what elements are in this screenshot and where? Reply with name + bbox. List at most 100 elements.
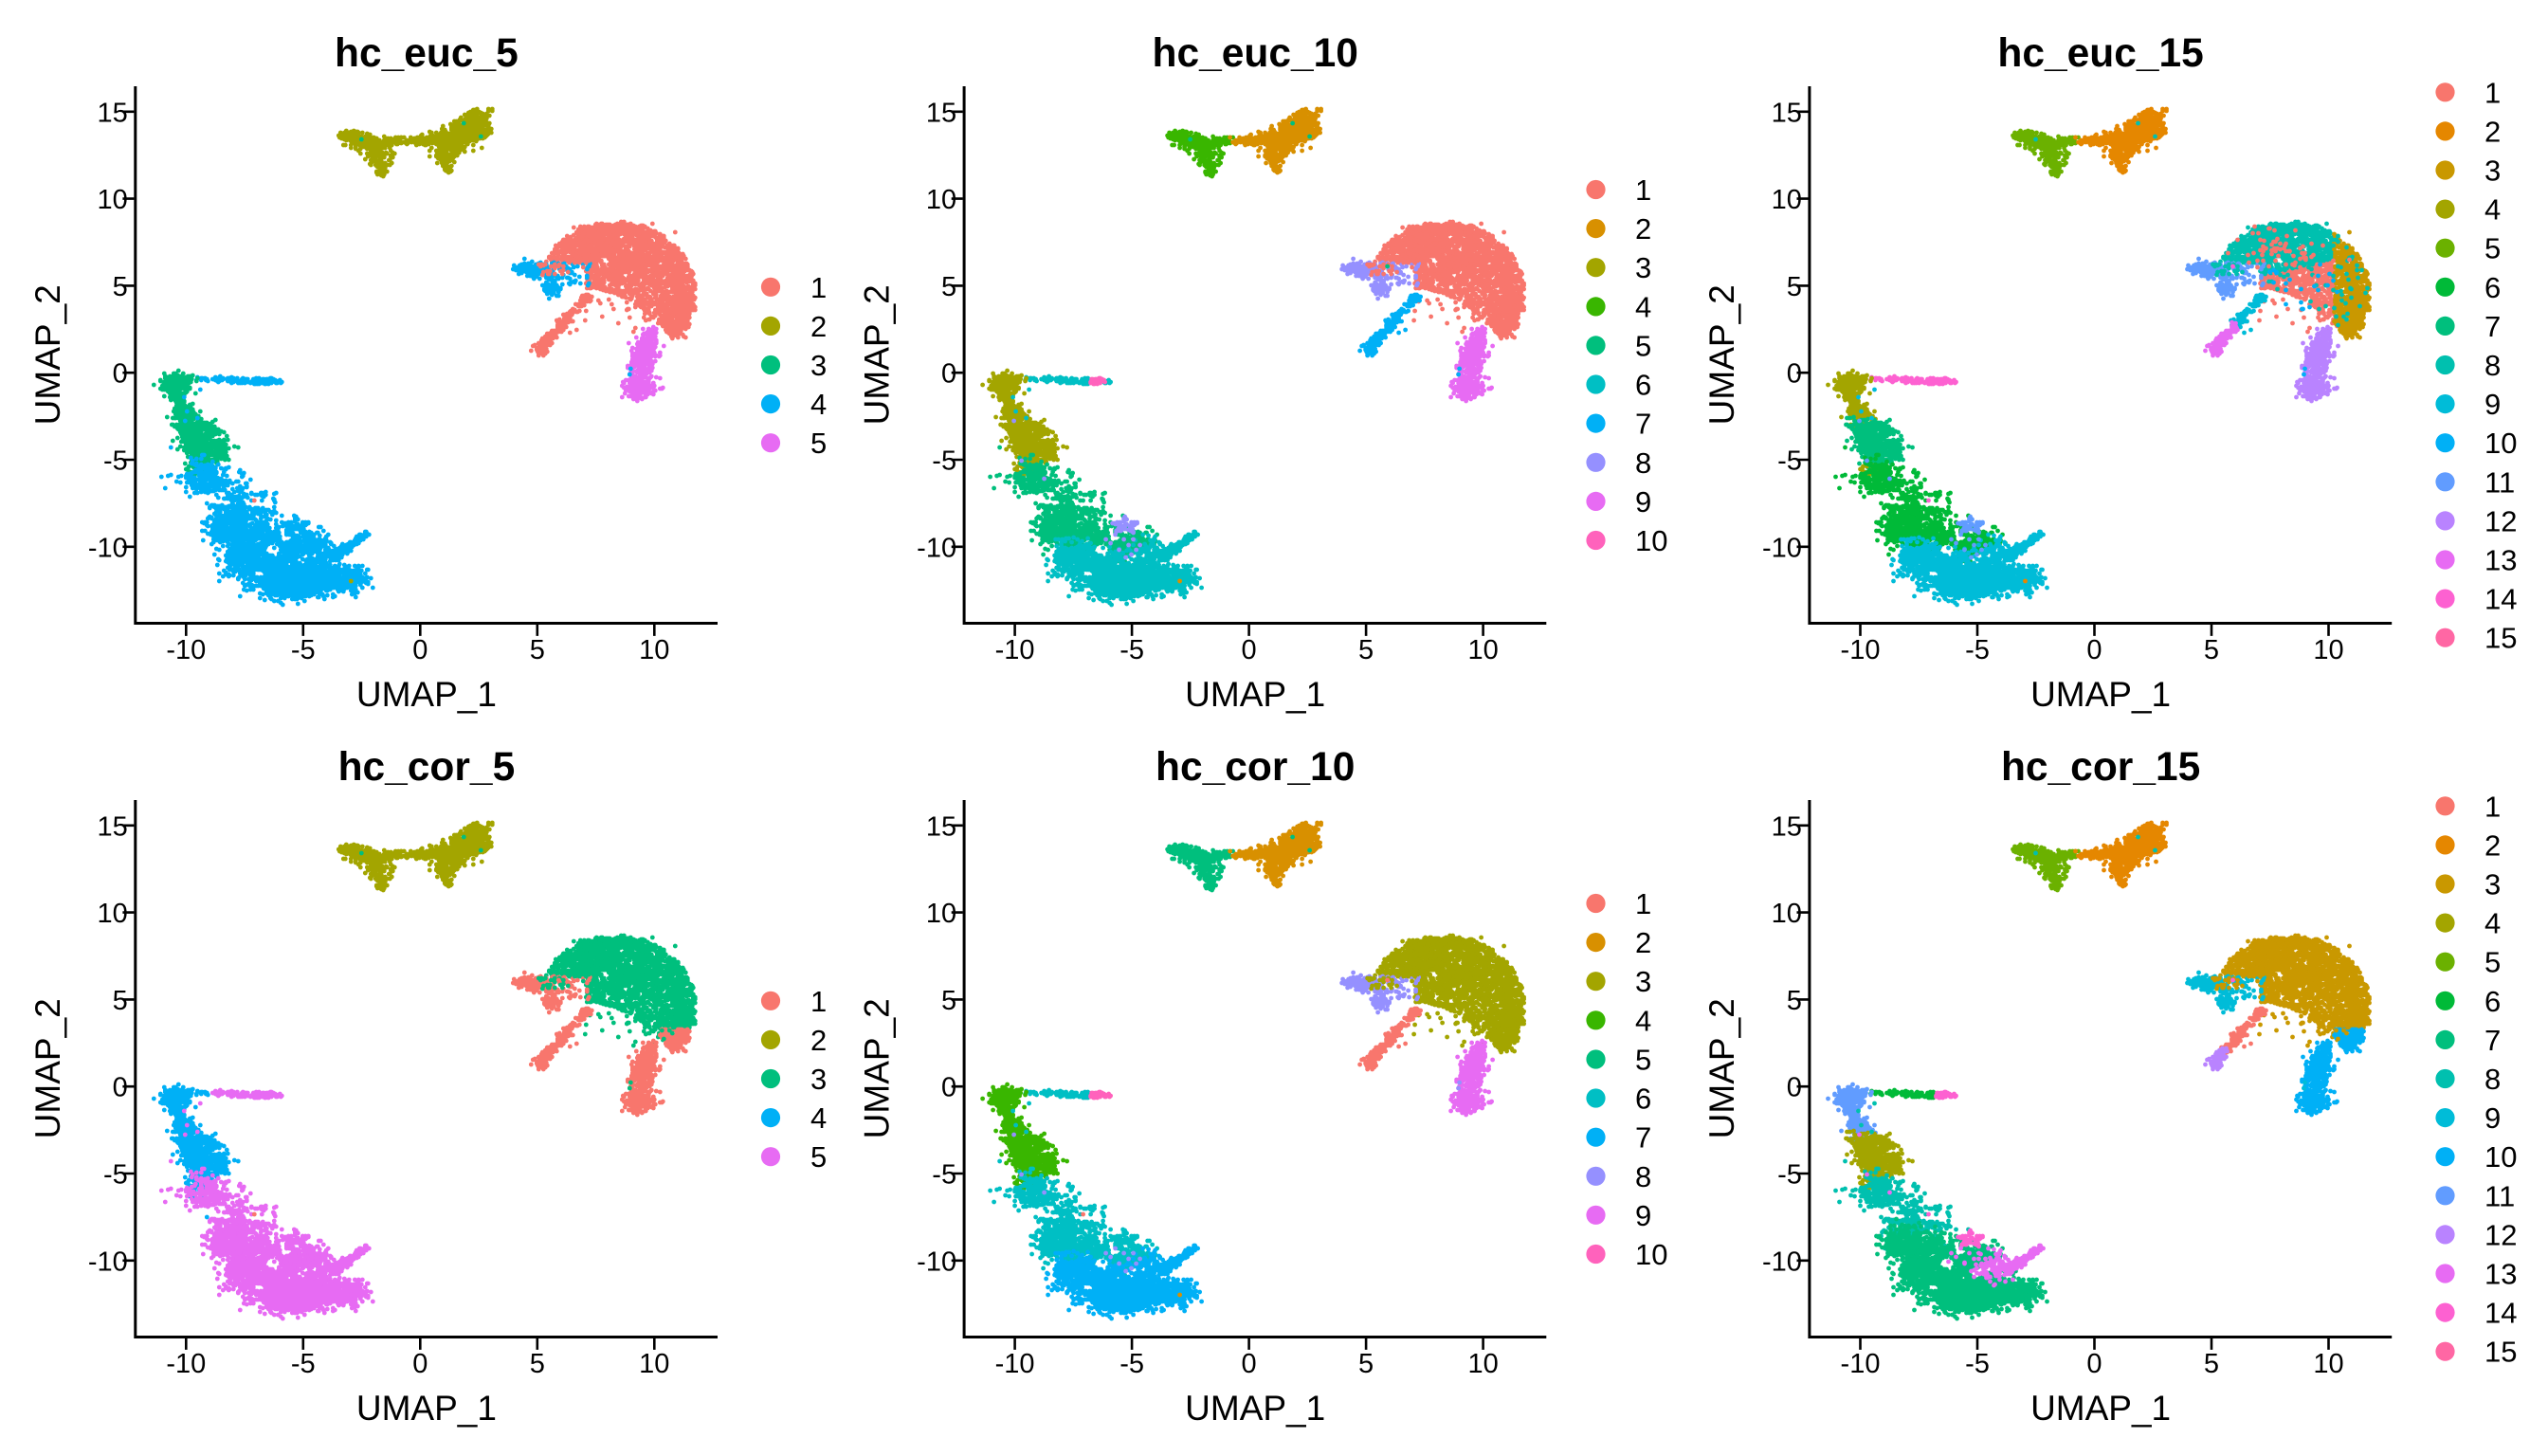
svg-text:hc_cor_15: hc_cor_15 [2001,745,2200,790]
svg-text:10: 10 [1467,1349,1498,1379]
svg-text:15: 15 [1772,811,1802,842]
svg-text:12: 12 [2484,1218,2517,1251]
svg-text:-10: -10 [1841,1349,1881,1379]
svg-text:10: 10 [1772,899,1802,929]
svg-text:9: 9 [2484,1101,2501,1135]
svg-text:10: 10 [98,899,128,929]
svg-text:-5: -5 [932,1160,956,1191]
svg-text:6: 6 [1635,1083,1651,1116]
svg-text:hc_cor_5: hc_cor_5 [338,745,516,790]
svg-text:4: 4 [810,1101,827,1135]
svg-text:1: 1 [1635,173,1651,207]
svg-text:1: 1 [2484,790,2501,823]
svg-text:UMAP_1: UMAP_1 [1185,675,1325,714]
svg-text:10: 10 [1635,524,1667,557]
svg-text:0: 0 [412,1349,428,1379]
svg-text:UMAP_2: UMAP_2 [28,284,67,425]
svg-text:6: 6 [1635,369,1651,402]
svg-text:5: 5 [1358,635,1374,665]
svg-text:0: 0 [941,359,956,390]
svg-text:UMAP_2: UMAP_2 [1702,998,1741,1138]
svg-text:0: 0 [1787,359,1802,390]
svg-text:14: 14 [2484,583,2517,616]
svg-text:1: 1 [1635,887,1651,920]
svg-text:7: 7 [2484,1024,2501,1057]
svg-text:15: 15 [926,98,956,128]
svg-text:4: 4 [1635,1004,1651,1037]
svg-text:4: 4 [2484,907,2501,940]
svg-text:5: 5 [530,635,545,665]
svg-text:9: 9 [1635,485,1651,519]
svg-text:-10: -10 [995,635,1035,665]
svg-text:6: 6 [2484,271,2501,304]
svg-text:7: 7 [2484,310,2501,343]
svg-text:14: 14 [2484,1297,2517,1330]
svg-text:13: 13 [2484,1258,2517,1291]
svg-text:3: 3 [2484,868,2501,901]
svg-text:-10: -10 [917,1247,956,1277]
svg-text:-10: -10 [166,635,206,665]
svg-text:0: 0 [1242,635,1257,665]
svg-text:UMAP_2: UMAP_2 [28,998,67,1138]
svg-text:7: 7 [1635,1121,1651,1155]
svg-text:5: 5 [1787,272,1802,302]
svg-text:10: 10 [926,185,956,215]
svg-text:5: 5 [530,1349,545,1379]
svg-text:10: 10 [1467,635,1498,665]
svg-text:-10: -10 [917,533,956,563]
svg-text:10: 10 [2313,635,2343,665]
svg-text:9: 9 [1635,1199,1651,1232]
svg-text:hc_euc_5: hc_euc_5 [335,31,519,76]
svg-text:2: 2 [810,310,827,343]
svg-text:-5: -5 [291,1349,316,1379]
svg-text:UMAP_1: UMAP_1 [2030,675,2171,714]
svg-text:11: 11 [2484,1179,2515,1212]
svg-text:UMAP_2: UMAP_2 [1702,284,1741,425]
svg-text:-5: -5 [103,1160,128,1191]
svg-text:5: 5 [2204,1349,2219,1379]
svg-text:-5: -5 [1965,1349,1990,1379]
svg-text:5: 5 [1358,1349,1374,1379]
svg-text:-10: -10 [88,533,128,563]
svg-text:0: 0 [2086,1349,2102,1379]
svg-text:5: 5 [1787,986,1802,1016]
svg-text:1: 1 [2484,76,2501,109]
svg-text:-10: -10 [1841,635,1881,665]
svg-text:10: 10 [926,899,956,929]
svg-text:1: 1 [810,985,827,1018]
svg-text:5: 5 [810,1140,827,1174]
svg-text:15: 15 [926,811,956,842]
svg-text:-5: -5 [1777,446,1802,477]
svg-text:10: 10 [639,1349,669,1379]
svg-text:UMAP_1: UMAP_1 [356,1389,497,1428]
svg-text:-5: -5 [932,446,956,477]
svg-text:10: 10 [2313,1349,2343,1379]
svg-text:3: 3 [1635,251,1651,284]
svg-text:UMAP_1: UMAP_1 [1185,1389,1325,1428]
svg-text:UMAP_1: UMAP_1 [356,675,497,714]
svg-text:5: 5 [113,272,128,302]
svg-text:5: 5 [113,986,128,1016]
svg-text:-5: -5 [1119,635,1144,665]
svg-text:5: 5 [941,272,956,302]
svg-text:3: 3 [1635,965,1651,998]
svg-text:2: 2 [810,1024,827,1057]
svg-text:15: 15 [1772,98,1802,128]
svg-text:13: 13 [2484,544,2517,577]
svg-text:3: 3 [2484,155,2501,188]
svg-text:4: 4 [2484,193,2501,227]
svg-text:7: 7 [1635,408,1651,441]
svg-text:15: 15 [2484,1336,2517,1369]
svg-text:hc_euc_15: hc_euc_15 [1997,31,2203,76]
svg-text:2: 2 [2484,115,2501,148]
svg-text:UMAP_1: UMAP_1 [2030,1389,2171,1428]
svg-text:5: 5 [2484,232,2501,265]
svg-text:8: 8 [1635,446,1651,480]
svg-text:5: 5 [810,427,827,460]
svg-text:0: 0 [2086,635,2102,665]
svg-text:-5: -5 [291,635,316,665]
svg-text:15: 15 [98,98,128,128]
svg-text:0: 0 [941,1073,956,1103]
svg-text:10: 10 [1772,185,1802,215]
svg-text:hc_cor_10: hc_cor_10 [1156,745,1355,790]
